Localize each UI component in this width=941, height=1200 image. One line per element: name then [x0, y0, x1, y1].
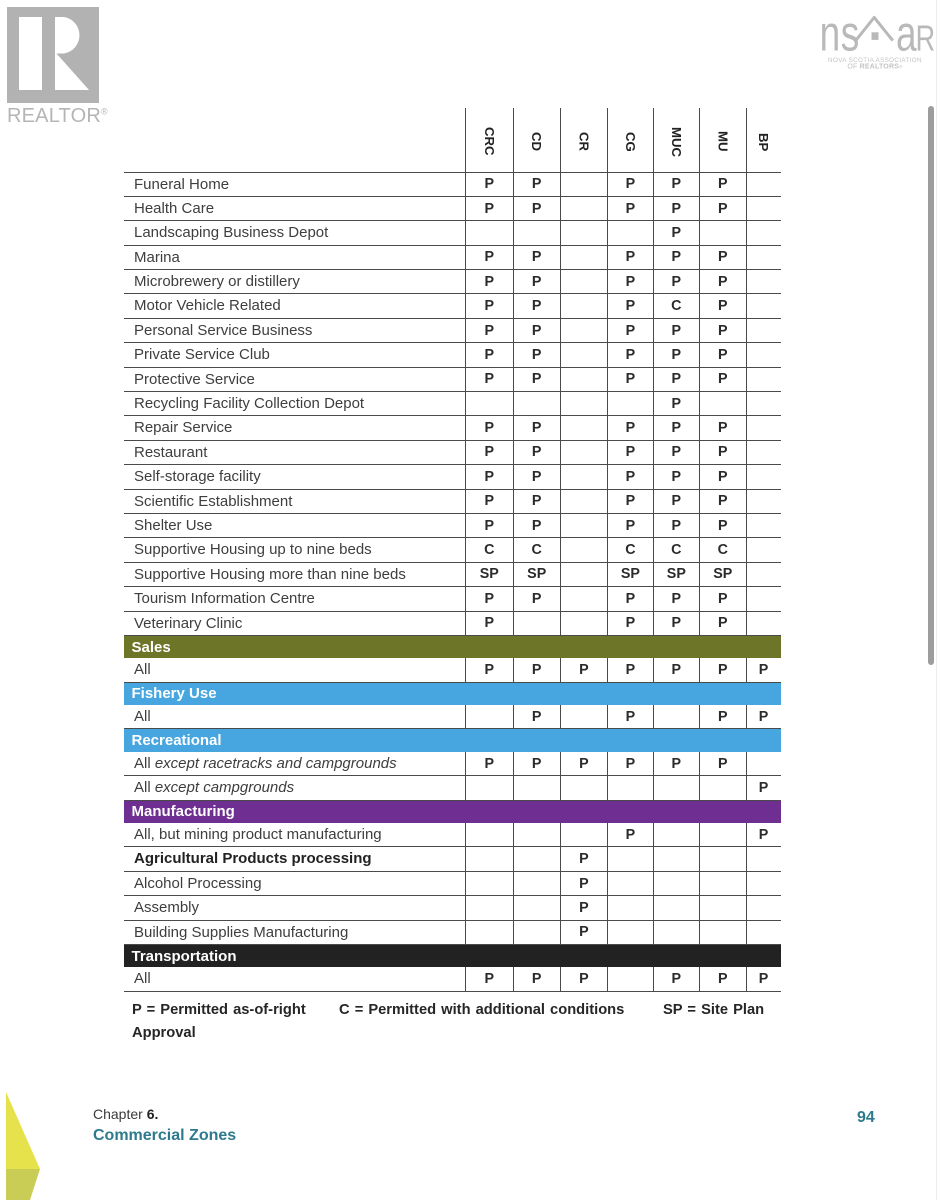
svg-text:NOVA SCOTIA ASSOCIATION: NOVA SCOTIA ASSOCIATION: [828, 57, 922, 64]
svg-text:ns: ns: [820, 10, 860, 62]
svg-text:OF REALTORS®: OF REALTORS®: [847, 64, 903, 71]
svg-text:a: a: [896, 10, 917, 62]
svg-text:R: R: [916, 18, 936, 59]
